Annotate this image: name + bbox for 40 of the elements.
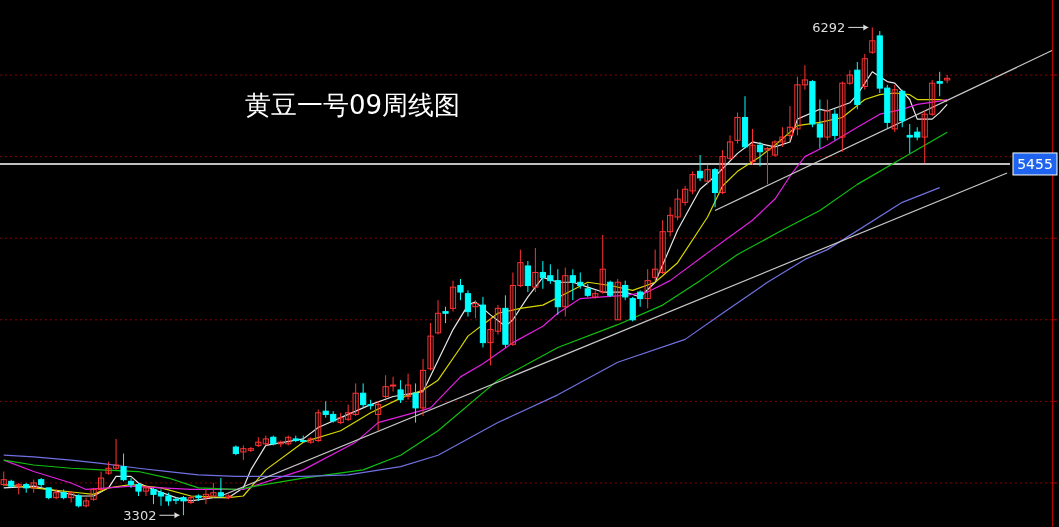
ref-label: 5455: [1012, 152, 1058, 176]
candlestick: [412, 382, 419, 424]
candlestick: [375, 400, 382, 432]
candlestick: [434, 299, 442, 335]
text: 黄豆一号09周线图: [245, 90, 461, 120]
candlestick: [524, 260, 531, 293]
candlestick: [614, 278, 621, 321]
candlestick: [532, 247, 539, 293]
annotation: 6292: [812, 20, 846, 36]
candlestick: [891, 84, 898, 133]
candlestick: [427, 322, 434, 371]
candlestick: [704, 164, 711, 185]
candlestick: [756, 141, 764, 167]
annotation: 3302: [123, 508, 157, 524]
candlestick: [861, 53, 868, 91]
ref-line-label: 5455: [1017, 155, 1053, 172]
candlestick: [419, 358, 427, 417]
candlestick: [599, 234, 606, 295]
candlestick: [869, 26, 876, 55]
candlestick: [644, 268, 651, 309]
candlestick: [83, 497, 90, 508]
candlestick: [142, 485, 150, 497]
candlestick: [404, 373, 412, 401]
candlestick: [562, 267, 569, 318]
candlestick: [831, 108, 838, 141]
candlestick: [711, 167, 719, 208]
candlestick: [187, 495, 195, 505]
candlestick: [824, 99, 831, 141]
candlestick: [734, 112, 741, 145]
candlestick: [68, 490, 75, 504]
candlestick: [696, 154, 704, 182]
candlestick: [449, 280, 457, 313]
candlestick: [120, 453, 127, 482]
candlestick: [397, 379, 404, 404]
candlestick: [622, 280, 629, 301]
candlestick: [457, 278, 464, 301]
candlestick: [749, 128, 756, 166]
candlestick: [936, 71, 943, 97]
candlestick: [464, 289, 472, 318]
candlestick: [217, 477, 224, 499]
